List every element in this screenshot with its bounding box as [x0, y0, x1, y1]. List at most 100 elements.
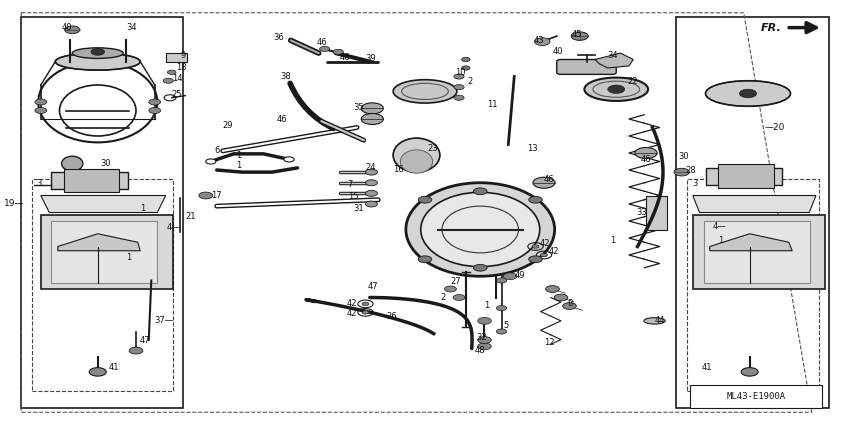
- Circle shape: [741, 368, 758, 376]
- Text: 42: 42: [540, 238, 550, 248]
- Bar: [41, 215, 173, 289]
- Text: 23: 23: [428, 144, 439, 153]
- Circle shape: [320, 46, 330, 51]
- Ellipse shape: [72, 48, 123, 59]
- Circle shape: [608, 85, 625, 94]
- Circle shape: [674, 168, 689, 176]
- Circle shape: [366, 190, 377, 196]
- Text: 40: 40: [61, 23, 71, 32]
- Ellipse shape: [55, 53, 140, 70]
- Circle shape: [366, 201, 377, 207]
- Bar: [51, 221, 157, 283]
- Text: 42: 42: [347, 309, 357, 318]
- Bar: [21, 17, 183, 408]
- Circle shape: [462, 57, 470, 62]
- Ellipse shape: [393, 80, 457, 103]
- Circle shape: [366, 169, 377, 175]
- Text: 33: 33: [636, 208, 647, 217]
- Circle shape: [462, 66, 470, 70]
- Circle shape: [167, 70, 176, 74]
- Circle shape: [333, 49, 343, 54]
- Circle shape: [529, 196, 542, 203]
- Bar: [690, 385, 822, 408]
- Text: 13: 13: [527, 144, 537, 153]
- Circle shape: [478, 343, 491, 350]
- Bar: [706, 168, 782, 185]
- Circle shape: [554, 294, 568, 301]
- Text: 15: 15: [348, 192, 359, 201]
- Ellipse shape: [405, 183, 554, 276]
- Text: 10: 10: [455, 68, 465, 77]
- Circle shape: [362, 311, 369, 314]
- FancyArrowPatch shape: [290, 83, 333, 128]
- Polygon shape: [710, 234, 792, 251]
- Text: 41: 41: [109, 363, 119, 372]
- Text: 39: 39: [366, 54, 376, 63]
- Text: 1: 1: [610, 235, 615, 245]
- Text: 8: 8: [568, 299, 573, 309]
- Text: 22: 22: [627, 77, 638, 86]
- Circle shape: [496, 306, 507, 311]
- Ellipse shape: [393, 138, 440, 172]
- Text: 31: 31: [354, 204, 364, 213]
- Text: 46: 46: [316, 38, 326, 47]
- Circle shape: [740, 89, 756, 98]
- Text: 43: 43: [534, 36, 544, 45]
- Text: 1: 1: [236, 161, 241, 170]
- Circle shape: [453, 295, 465, 300]
- Text: 29: 29: [223, 121, 233, 130]
- Polygon shape: [58, 234, 140, 251]
- Circle shape: [206, 159, 216, 164]
- Text: 18: 18: [176, 63, 186, 73]
- Circle shape: [473, 188, 487, 195]
- Circle shape: [496, 278, 507, 283]
- Text: 37—: 37—: [155, 316, 173, 326]
- Circle shape: [149, 99, 161, 105]
- Circle shape: [445, 286, 456, 292]
- Text: 41: 41: [701, 363, 711, 372]
- Circle shape: [563, 303, 576, 309]
- Polygon shape: [693, 196, 816, 212]
- Ellipse shape: [706, 81, 791, 106]
- Circle shape: [362, 302, 369, 306]
- Text: 30: 30: [678, 152, 689, 161]
- Text: 6: 6: [214, 146, 219, 156]
- Text: 30: 30: [100, 159, 110, 168]
- Text: 47: 47: [139, 336, 150, 346]
- Circle shape: [199, 192, 212, 199]
- Circle shape: [533, 177, 555, 188]
- Polygon shape: [41, 196, 166, 212]
- Text: 42: 42: [347, 299, 357, 309]
- Text: 3: 3: [693, 179, 698, 188]
- Circle shape: [35, 99, 47, 105]
- Text: 36: 36: [274, 33, 285, 42]
- Text: 28: 28: [685, 166, 695, 176]
- Text: 14: 14: [172, 74, 182, 83]
- FancyBboxPatch shape: [557, 60, 616, 74]
- Bar: [51, 172, 128, 189]
- Circle shape: [149, 108, 161, 113]
- Circle shape: [541, 253, 547, 257]
- Text: 40: 40: [552, 47, 563, 57]
- Text: 38: 38: [280, 72, 292, 81]
- Circle shape: [454, 74, 464, 79]
- Text: 4—: 4—: [167, 223, 180, 232]
- Circle shape: [473, 264, 487, 271]
- Text: ML43-E1900A: ML43-E1900A: [727, 391, 786, 401]
- Circle shape: [546, 286, 559, 292]
- Circle shape: [478, 337, 491, 343]
- Text: 19—: 19—: [4, 199, 25, 209]
- Circle shape: [163, 78, 173, 83]
- Text: 46: 46: [276, 115, 286, 125]
- Text: —20: —20: [765, 123, 785, 132]
- Circle shape: [89, 368, 106, 376]
- Circle shape: [496, 329, 507, 334]
- Circle shape: [361, 103, 383, 114]
- Circle shape: [635, 147, 657, 159]
- Text: 34: 34: [126, 23, 136, 32]
- Text: 26: 26: [387, 312, 397, 321]
- Text: 27: 27: [450, 277, 461, 286]
- Text: 48: 48: [474, 346, 484, 355]
- Bar: [676, 17, 829, 408]
- Text: 42: 42: [548, 247, 558, 256]
